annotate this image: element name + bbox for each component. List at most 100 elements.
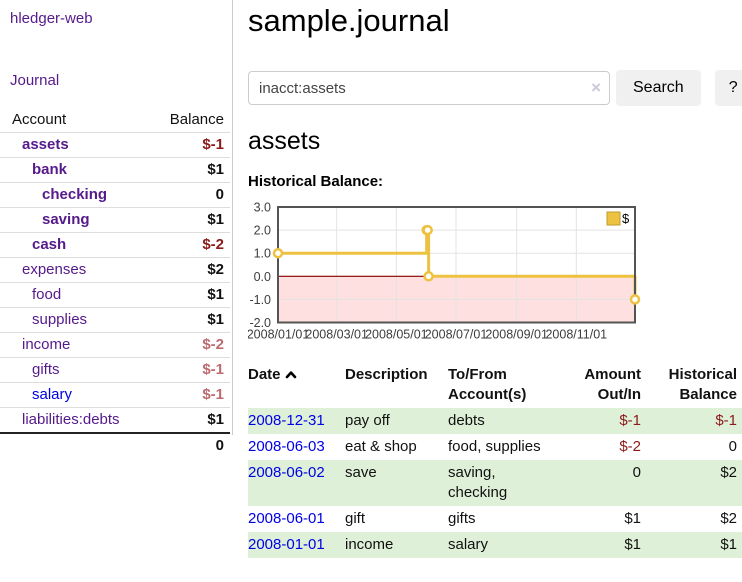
register-accounts: food, supplies [448,438,541,455]
account-link[interactable]: supplies [32,311,88,328]
accounts-header-row: Account Balance [0,108,230,133]
register-row: 2008-12-31 pay off debts $-1 $-1 [248,408,742,434]
svg-text:-1.0: -1.0 [249,293,271,307]
account-link[interactable]: gifts [32,361,60,378]
account-link[interactable]: cash [32,236,67,253]
account-balance: $1 [207,411,224,428]
sidebar-item-journal[interactable]: Journal [10,72,60,89]
account-balance: $1 [207,161,224,178]
svg-text:2008/03/01: 2008/03/01 [305,328,368,342]
register-description: pay off [345,412,390,429]
sort-ascending-icon [285,366,297,386]
help-button[interactable]: ? [714,70,742,106]
svg-text:2008/05/01: 2008/05/01 [365,328,428,342]
account-balance: 0 [215,186,224,203]
register-accounts: salary [448,536,489,553]
page-title: sample.journal [248,3,450,38]
historical-balance-chart: 3.0 2.0 1.0 0.0 -1.0 -2.02008/01/012008/03/01… [248,201,641,342]
account-balance: $-2 [202,236,224,253]
account-link[interactable]: checking [42,186,108,203]
search-input[interactable] [248,71,610,105]
sidebar-divider [232,0,233,435]
account-row: bank $1 [0,157,230,183]
register-description: save [345,464,377,481]
transaction-date-link[interactable]: 2008-06-02 [248,464,325,481]
account-row: expenses $2 [0,257,230,283]
transaction-date-link[interactable]: 2008-06-01 [248,510,325,527]
register-amount: $-2 [619,438,641,455]
register-balance: $2 [720,464,737,481]
search-box: × [248,71,610,105]
sidebar: hledger-web Journal Account Balance asse… [0,0,232,458]
account-title: assets [248,127,321,155]
accounts-total-row: 0 [0,433,230,458]
register-header-balance: Historical Balance [668,366,737,403]
register-table: Date Description To/From Account(s) Amou… [248,362,742,558]
svg-text:0.0: 0.0 [254,270,271,284]
register-accounts: saving, checking [448,464,508,501]
account-link[interactable]: expenses [22,261,87,278]
clear-search-icon[interactable]: × [591,78,601,97]
search-button[interactable]: Search [616,70,701,106]
account-link[interactable]: salary [32,386,73,403]
transaction-date-link[interactable]: 2008-12-31 [248,412,325,429]
svg-text:$: $ [622,211,630,226]
account-row: salary $-1 [0,382,230,408]
register-header-accounts: To/From Account(s) [448,366,527,403]
register-amount: $1 [624,536,641,553]
account-link[interactable]: liabilities:debts [22,411,120,428]
svg-text:3.0: 3.0 [254,201,271,215]
account-row: supplies $1 [0,307,230,333]
accounts-total-spacer [0,433,153,458]
register-row: 2008-06-03 eat & shop food, supplies $-2 0 [248,434,742,460]
account-link[interactable]: saving [42,211,90,228]
register-header-amount: Amount Out/In [584,366,641,403]
svg-text:2008/09/01: 2008/09/01 [485,328,548,342]
account-balance: $-2 [202,336,224,353]
register-date[interactable]: 2008-06-01 [248,506,345,532]
accounts-header-account: Account [12,111,67,128]
register-accounts: debts [448,412,485,429]
account-row: saving $1 [0,207,230,233]
svg-text:1.0: 1.0 [254,247,271,261]
register-balance: $-1 [715,412,737,429]
accounts-total-value: 0 [215,437,224,454]
register-header-date[interactable]: Date [248,362,345,408]
register-date[interactable]: 2008-12-31 [248,408,345,434]
app-brand-link[interactable]: hledger-web [10,10,93,27]
register-row: 2008-06-01 gift gifts $1 $2 [248,506,742,532]
register-balance: 0 [728,438,737,455]
account-link[interactable]: assets [22,136,69,153]
register-date[interactable]: 2008-06-02 [248,460,345,506]
account-row: cash $-2 [0,232,230,258]
transaction-date-link[interactable]: 2008-06-03 [248,438,325,455]
account-row: assets $-1 [0,132,230,158]
account-link[interactable]: income [22,336,71,353]
account-row: checking 0 [0,182,230,208]
register-header-description: Description [345,366,428,383]
register-date[interactable]: 2008-06-03 [248,434,345,460]
register-body: 2008-12-31 pay off debts $-1 $-1 2008-06-03 ea… [248,408,742,558]
transaction-date-link[interactable]: 2008-01-01 [248,536,325,553]
accounts-header-balance: Balance [169,111,224,128]
svg-text:2008/11/01: 2008/11/01 [545,328,607,342]
account-balance: $2 [207,261,224,278]
accounts-body: assets $-1 bank $1 checking 0 saving $1 cash $-2 e… [0,132,230,434]
register-balance: $2 [720,510,737,527]
account-row: food $1 [0,282,230,308]
register-balance: $1 [720,536,737,553]
account-balance: $1 [207,311,224,328]
register-amount: 0 [632,464,641,481]
svg-text:2008/01/01: 2008/01/01 [248,328,309,342]
register-description: eat & shop [345,438,417,455]
account-link[interactable]: food [32,286,62,303]
svg-text:2.0: 2.0 [254,224,271,238]
register-row: 2008-01-01 income salary $1 $1 [248,532,742,558]
main-content: sample.journal × Search ? assets Histori… [248,0,742,558]
register-row: 2008-06-02 save saving, checking 0 $2 [248,460,742,506]
register-date[interactable]: 2008-01-01 [248,532,345,558]
account-row: liabilities:debts $1 [0,407,230,434]
register-accounts: gifts [448,510,476,527]
register-amount: $1 [624,510,641,527]
account-link[interactable]: bank [32,161,68,178]
